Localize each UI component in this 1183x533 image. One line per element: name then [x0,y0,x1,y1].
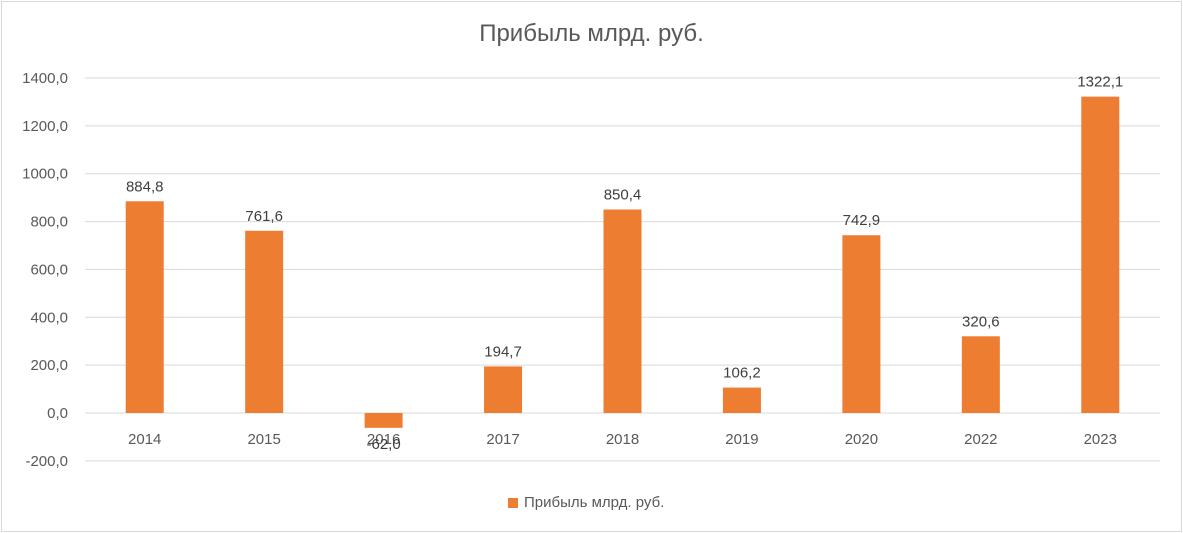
data-label: 106,2 [723,365,761,382]
bar [364,413,403,428]
legend-label: Прибыль млрд. руб. [524,494,665,511]
x-tick-label: 2015 [247,431,280,448]
y-tick-label: 800,0 [30,214,68,231]
legend: Прибыль млрд. руб. [508,494,664,511]
data-label: 1322,1 [1077,74,1123,91]
chart-title: Прибыль млрд. руб. [479,20,704,47]
x-tick-label: 2019 [725,431,758,448]
data-label: 761,6 [245,208,283,225]
x-tick-label: 2018 [606,431,639,448]
bar [125,201,164,413]
bar [1081,96,1120,414]
y-tick-label: 400,0 [30,309,68,326]
y-tick-label: 1400,0 [22,70,68,87]
legend-swatch-icon [508,497,518,508]
y-tick-label: 1200,0 [22,118,68,135]
x-tick-label: 2023 [1084,431,1117,448]
data-label: 850,4 [604,187,642,204]
bar [842,235,881,413]
data-label: -62,0 [367,436,401,453]
x-tick-label: 2017 [486,431,519,448]
x-tick-label: 2016 [367,431,400,448]
bar [722,387,761,413]
y-tick-label: 200,0 [30,357,68,374]
x-tick-label: 2022 [964,431,997,448]
y-tick-label: -200,0 [25,453,68,470]
data-label: 884,8 [126,178,164,195]
y-tick-label: 600,0 [30,261,68,278]
y-tick-label: 0,0 [47,405,68,422]
y-tick-label: 1000,0 [22,166,68,183]
x-tick-label: 2020 [845,431,878,448]
x-tick-label: 2014 [128,431,161,448]
bar [484,366,523,413]
bar [603,209,642,413]
data-label: 194,7 [484,343,522,360]
data-label: 742,9 [843,212,881,229]
data-label: 320,6 [962,313,1000,330]
bar [245,230,284,413]
bar [961,336,1000,413]
